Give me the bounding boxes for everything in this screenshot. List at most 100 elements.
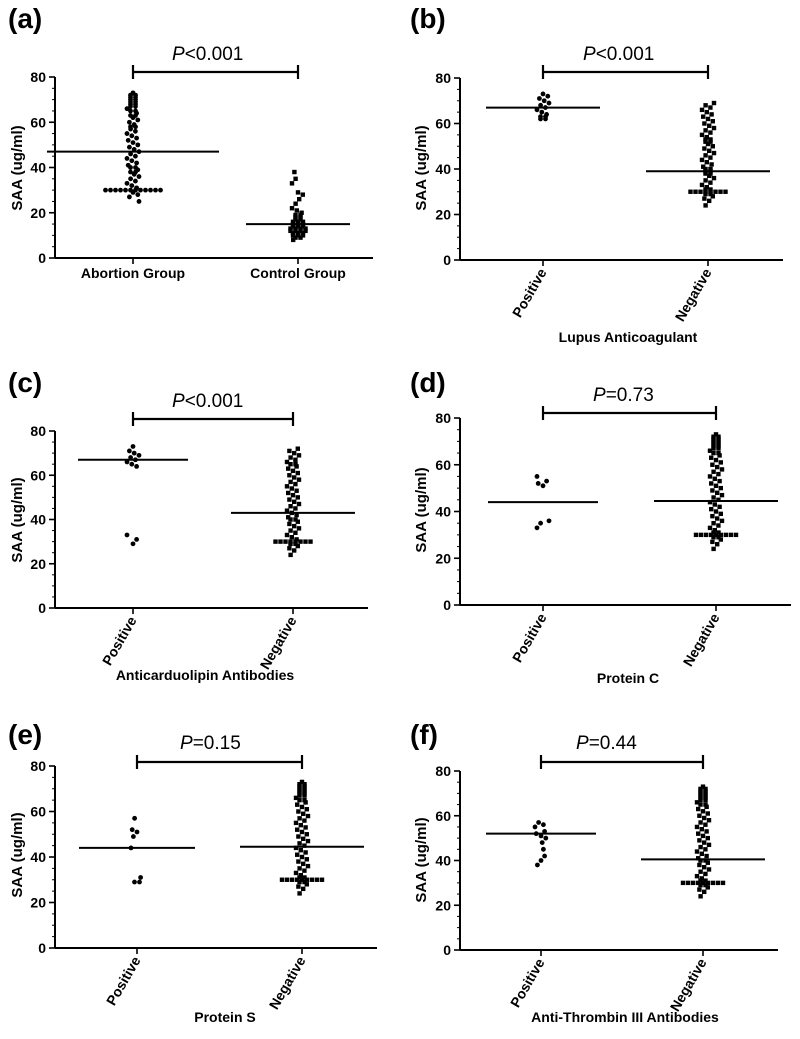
data-point <box>287 521 292 527</box>
data-point <box>538 520 543 526</box>
data-point <box>700 809 706 814</box>
data-point <box>711 530 716 535</box>
y-tick-label: 80 <box>435 763 451 779</box>
data-point <box>704 134 709 140</box>
data-point <box>302 788 307 794</box>
p-value-number: <0.001 <box>185 391 244 412</box>
data-point <box>129 158 135 164</box>
data-point <box>707 123 712 128</box>
data-point <box>130 140 136 146</box>
data-point <box>708 171 713 176</box>
data-point <box>302 879 307 885</box>
y-tick-label: 0 <box>38 250 46 266</box>
data-point <box>296 526 302 531</box>
data-point <box>696 806 701 812</box>
p-value-number: =0.15 <box>193 733 241 754</box>
data-point <box>304 807 309 812</box>
data-point <box>131 450 137 456</box>
data-point <box>719 518 725 524</box>
data-point <box>304 882 309 887</box>
data-point <box>698 858 703 863</box>
data-point <box>295 852 300 857</box>
data-point <box>134 464 140 469</box>
data-point <box>128 187 133 193</box>
data-point <box>695 880 701 886</box>
data-point <box>705 116 711 122</box>
data-point <box>290 224 296 229</box>
data-point <box>103 187 108 193</box>
data-point <box>128 176 134 182</box>
data-point <box>290 230 296 236</box>
y-tick-label: 20 <box>30 895 46 911</box>
data-point <box>124 532 130 538</box>
x-category-label: Abortion Group <box>81 265 185 281</box>
data-point <box>297 786 302 791</box>
data-point <box>716 471 721 477</box>
y-tick-label: 20 <box>30 205 46 221</box>
data-point <box>296 884 301 889</box>
data-point <box>118 187 123 193</box>
data-point <box>715 464 720 470</box>
x-category-label: Negative <box>672 265 715 324</box>
data-point <box>298 822 303 828</box>
data-point <box>137 879 142 885</box>
data-point <box>703 882 708 888</box>
data-point <box>287 497 292 502</box>
p-value-symbol: P <box>576 733 589 754</box>
data-point <box>541 846 546 852</box>
data-point <box>108 187 113 193</box>
data-point <box>694 849 700 854</box>
data-point <box>542 853 547 859</box>
data-point <box>715 490 720 495</box>
data-point <box>299 829 305 835</box>
data-point <box>717 504 722 510</box>
x-category-label: Positive <box>99 613 140 668</box>
data-point <box>136 452 142 458</box>
y-tick-label: 20 <box>30 556 46 572</box>
panel-label: (f) <box>410 719 438 750</box>
data-point <box>713 509 719 514</box>
y-tick-label: 0 <box>443 252 451 268</box>
data-point <box>539 109 545 115</box>
data-point <box>716 523 721 528</box>
x-category-label: Negative <box>257 613 300 672</box>
data-point <box>711 520 716 526</box>
p-value-symbol: P <box>593 385 606 406</box>
data-point <box>290 492 296 498</box>
y-axis-label: SAA (ug/ml) <box>9 125 26 210</box>
data-point <box>129 133 135 139</box>
data-point <box>131 147 137 152</box>
data-point <box>293 461 298 467</box>
data-point <box>538 102 543 108</box>
data-point <box>299 779 305 785</box>
data-point <box>717 453 722 458</box>
data-point <box>302 784 307 789</box>
data-point <box>700 880 706 886</box>
data-point <box>703 189 708 194</box>
data-point <box>296 834 301 839</box>
data-point <box>297 875 302 880</box>
data-point <box>537 96 542 101</box>
data-point <box>295 224 301 229</box>
data-point <box>133 178 138 184</box>
data-point <box>128 455 134 460</box>
chart-panel-d: (d) SAA (ug/ml) 0 20 40 60 80 Positive Negative P… <box>410 367 791 686</box>
data-point <box>539 840 545 845</box>
data-point <box>705 885 710 890</box>
data-point <box>701 164 706 169</box>
data-point <box>702 889 707 895</box>
data-point <box>703 178 708 183</box>
data-point <box>299 854 305 860</box>
x-category-label: Control Group <box>250 265 346 281</box>
data-point <box>134 185 140 191</box>
data-point <box>303 228 308 234</box>
data-point <box>293 541 298 547</box>
data-point <box>305 813 311 819</box>
data-point <box>297 891 302 896</box>
data-point <box>301 861 306 867</box>
data-point <box>702 196 707 201</box>
data-point <box>716 497 721 503</box>
data-point <box>703 793 708 798</box>
data-point <box>289 877 295 882</box>
data-point <box>133 108 138 114</box>
